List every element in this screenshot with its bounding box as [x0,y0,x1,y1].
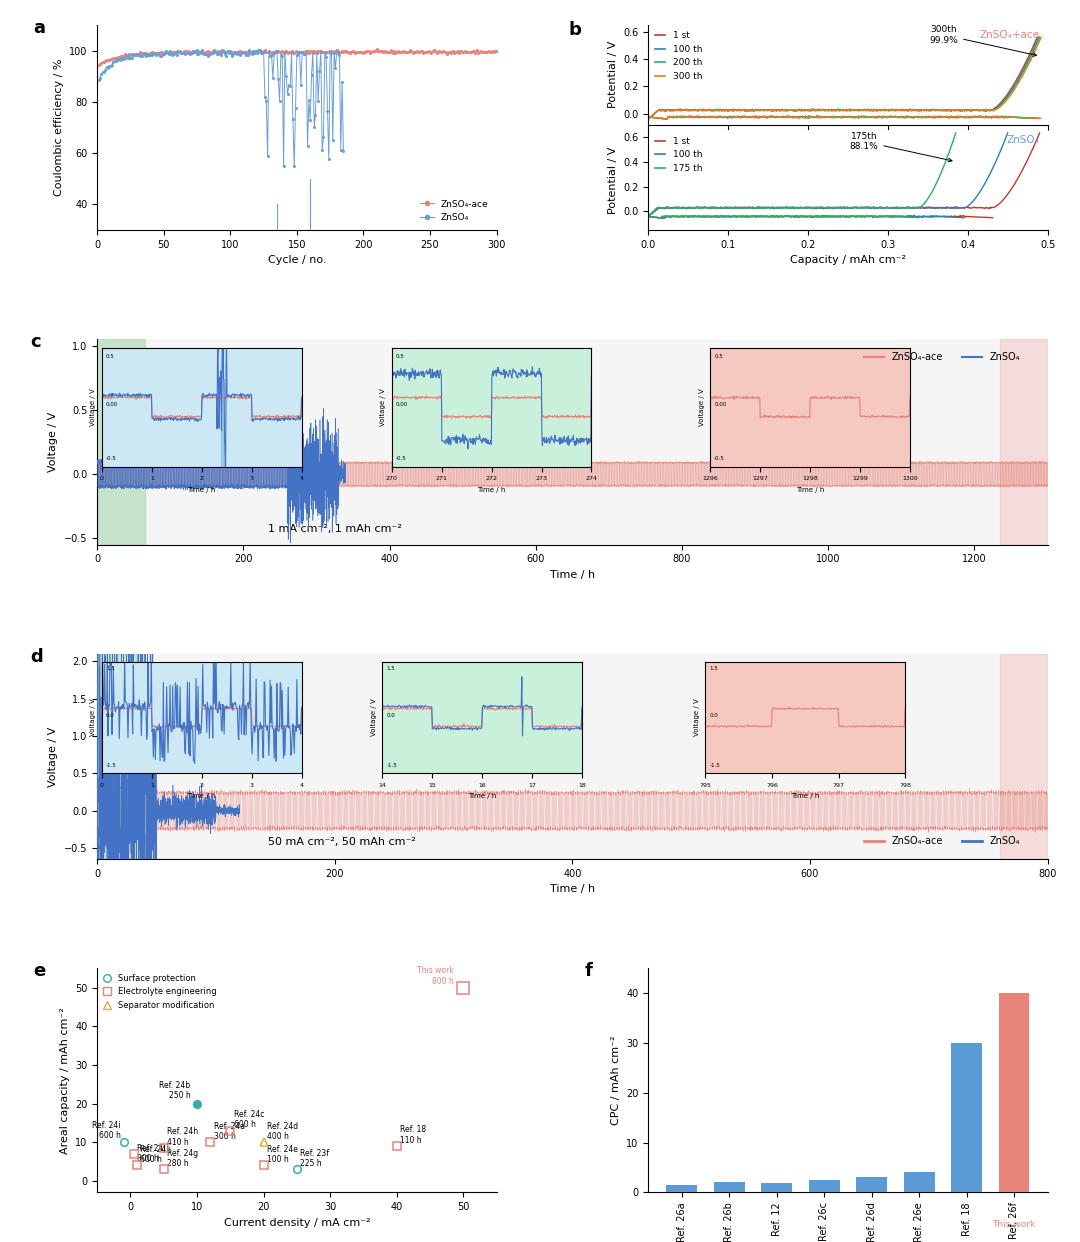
X-axis label: Current density / mA cm⁻²: Current density / mA cm⁻² [224,1217,370,1227]
Bar [666,1185,698,1192]
Text: e: e [33,961,45,980]
Bar [97,339,1048,545]
X-axis label: Capacity / mAh cm⁻²: Capacity / mAh cm⁻² [789,256,906,266]
Text: f: f [584,961,592,980]
Y-axis label: Potential / V: Potential / V [608,147,618,214]
Y-axis label: Areal capacity / mAh cm⁻²: Areal capacity / mAh cm⁻² [59,1007,69,1154]
Y-axis label: CPC / mAh cm⁻²: CPC / mAh cm⁻² [610,1036,621,1125]
Legend: 1 st, 100 th, 200 th, 300 th: 1 st, 100 th, 200 th, 300 th [652,30,704,82]
Text: 175th
88.1%: 175th 88.1% [850,132,951,161]
Text: Ref. 24g
280 h: Ref. 24g 280 h [167,1149,199,1167]
Bar [761,1184,792,1192]
Y-axis label: Voltage / V: Voltage / V [49,727,58,786]
X-axis label: Cycle / no.: Cycle / no. [268,256,326,266]
Bar [1000,653,1048,859]
Bar [714,1182,745,1192]
Text: Ref. 24h
410 h: Ref. 24h 410 h [167,1128,199,1146]
Text: Ref. 24e
100 h: Ref. 24e 100 h [267,1145,298,1164]
Y-axis label: Coulombic efficiency / %: Coulombic efficiency / % [54,58,64,196]
Bar [809,1180,839,1192]
Text: 300th
99.9%: 300th 99.9% [930,25,1037,56]
Text: Ref. 24c
600 h: Ref. 24c 600 h [233,1110,264,1129]
Text: Ref. 24k
600 h: Ref. 24k 600 h [140,1145,172,1164]
X-axis label: Time / h: Time / h [550,884,595,894]
Text: Ref. 23f
225 h: Ref. 23f 225 h [300,1149,329,1167]
Bar [1000,339,1048,545]
Bar [999,994,1029,1192]
Text: 1 mA cm⁻², 1 mAh cm⁻²: 1 mA cm⁻², 1 mAh cm⁻² [268,524,402,534]
Y-axis label: Voltage / V: Voltage / V [49,412,58,472]
X-axis label: Time / h: Time / h [550,570,595,580]
Text: ZnSO₄+ace: ZnSO₄+ace [980,30,1040,40]
Legend: Surface protection, Electrolyte engineering, Separator modification: Surface protection, Electrolyte engineer… [102,972,218,1011]
Text: Ref. 24a
300 h: Ref. 24a 300 h [214,1122,245,1141]
Bar [97,653,145,859]
Bar [97,653,1048,859]
Legend: ZnSO₄-ace, ZnSO₄: ZnSO₄-ace, ZnSO₄ [860,348,1024,366]
Text: Ref. 18
110 h: Ref. 18 110 h [400,1125,427,1145]
Text: ZnSO₄: ZnSO₄ [1007,135,1040,145]
Bar [951,1043,982,1192]
Legend: ZnSO₄-ace, ZnSO₄: ZnSO₄-ace, ZnSO₄ [860,832,1024,851]
Text: 50 mA cm⁻², 50 mAh cm⁻²: 50 mA cm⁻², 50 mAh cm⁻² [268,837,416,847]
Text: a: a [33,19,45,37]
Text: b: b [568,21,581,39]
Text: d: d [30,647,43,666]
Text: c: c [30,333,41,351]
Text: Ref. 24d
400 h: Ref. 24d 400 h [267,1122,298,1141]
Text: Ref. 24b
250 h: Ref. 24b 250 h [159,1081,190,1100]
Bar [904,1172,934,1192]
Text: Ref. 24j
800 h: Ref. 24j 800 h [137,1144,165,1164]
Text: This work: This work [993,1220,1036,1230]
Bar [856,1177,887,1192]
Legend: ZnSO₄-ace, ZnSO₄: ZnSO₄-ace, ZnSO₄ [417,196,492,226]
Bar [97,339,145,545]
Y-axis label: Potential / V: Potential / V [608,41,618,108]
Text: This work
800 h: This work 800 h [417,966,454,986]
Legend: 1 st, 100 th, 175 th: 1 st, 100 th, 175 th [652,135,704,175]
Text: Ref. 24i
600 h: Ref. 24i 600 h [92,1120,121,1140]
